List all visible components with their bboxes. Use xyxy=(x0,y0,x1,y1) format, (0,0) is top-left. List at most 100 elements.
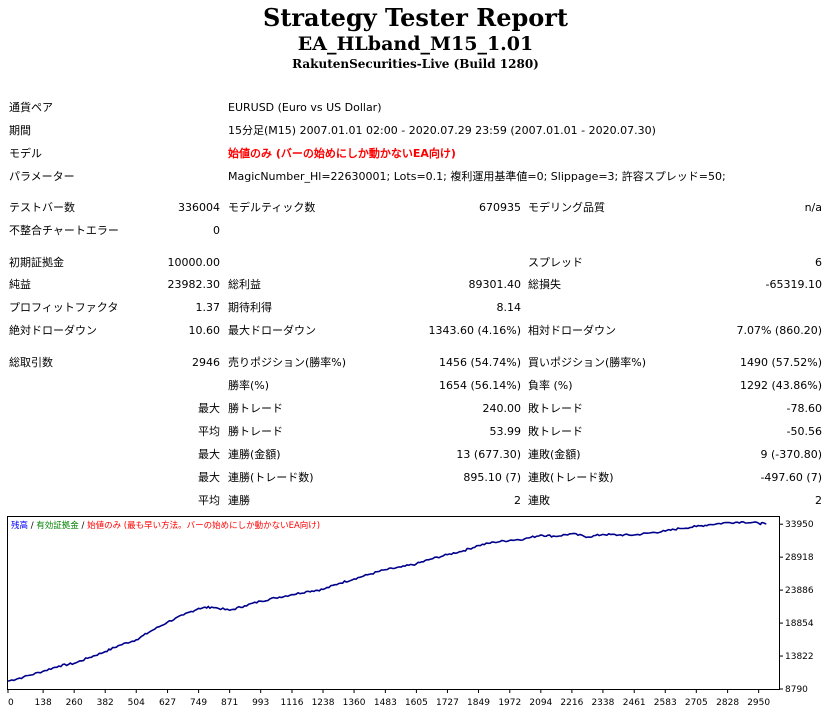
loss-rate-value: 1292 (43.86%) xyxy=(739,379,822,392)
x-tick-label: 2583 xyxy=(654,698,677,708)
period-value: 15分足(M15) 2007.01.01 02:00 - 2020.07.29 … xyxy=(228,124,656,137)
mismatch-value: 0 xyxy=(213,224,220,237)
largest-win-label: 勝トレード xyxy=(228,402,283,415)
avg-cons-win-label: 連勝 xyxy=(228,494,250,507)
x-tick-label: 260 xyxy=(66,698,83,708)
legend-entry-0: 残高 xyxy=(11,520,28,531)
avg-cons-label: 平均 xyxy=(198,494,220,507)
ticks-value: 670935 xyxy=(479,201,521,214)
params-value: MagicNumber_Hl=22630001; Lots=0.1; 複利運用基… xyxy=(228,170,726,183)
total-trades-value: 2946 xyxy=(192,356,220,369)
avg-cons-loss-label: 連敗 xyxy=(528,494,550,507)
quality-label: モデリング品質 xyxy=(528,201,605,214)
bars-label: テストバー数 xyxy=(9,201,75,214)
cons-loss-money-label: 連敗(金額) xyxy=(528,448,581,461)
y-axis: 33950 28918 23886 18854 13822 8790 xyxy=(779,520,814,695)
y-tick-label: 18854 xyxy=(785,619,814,629)
short-positions-label: 売りポジション(勝率%) xyxy=(228,356,347,369)
cons-loss-money-value: 9 (-370.80) xyxy=(760,448,822,461)
relative-drawdown-value: 7.07% (860.20) xyxy=(736,324,822,337)
win-rate-label: 勝率(%) xyxy=(228,379,270,392)
x-tick-label: 1116 xyxy=(281,698,304,708)
ticks-label: モデルティック数 xyxy=(228,201,316,214)
legend-entry-1: 有効証拠金 xyxy=(36,520,79,531)
average-loss-label: 敗トレード xyxy=(528,425,583,438)
x-axis: 0 138 260 382 504 627 749 871 993 1116 1238 1360 148… xyxy=(7,689,770,708)
x-tick-label: 871 xyxy=(221,698,238,708)
gross-profit-label: 総利益 xyxy=(228,278,261,291)
absolute-drawdown-value: 10.60 xyxy=(188,324,221,337)
x-tick-label: 504 xyxy=(128,698,145,708)
symbol-label: 通貨ペア xyxy=(9,101,53,114)
x-tick-label: 2828 xyxy=(716,698,739,708)
chart-legend: 残高 / 有効証拠金 / 始値のみ (最も早い方法。バーの始めにしか動かないEA… xyxy=(11,520,320,531)
params-label: パラメーター xyxy=(9,170,75,183)
report-title: Strategy Tester Report xyxy=(262,3,569,32)
legend-separator: / xyxy=(28,521,36,531)
period-label: 期間 xyxy=(9,124,31,137)
max-cons-count-label: 最大 xyxy=(198,471,220,484)
model-value: 始値のみ (バーの始めにしか動かないEA向け) xyxy=(228,147,456,160)
loss-rate-label: 負率 (%) xyxy=(528,379,573,392)
x-tick-label: 2705 xyxy=(685,698,708,708)
x-tick-label: 1972 xyxy=(498,698,521,708)
max-cons-money-label: 最大 xyxy=(198,448,220,461)
x-tick-label: 1483 xyxy=(374,698,397,708)
cons-win-count-value: 895.10 (7) xyxy=(463,471,521,484)
plot-frame xyxy=(7,516,780,690)
net-profit-label: 純益 xyxy=(9,278,31,291)
server-name: RakutenSecurities-Live (Build 1280) xyxy=(292,57,539,71)
gross-profit-value: 89301.40 xyxy=(468,278,522,291)
net-profit-value: 23982.30 xyxy=(167,278,221,291)
cons-win-money-label: 連勝(金額) xyxy=(228,448,281,461)
cons-win-money-value: 13 (677.30) xyxy=(456,448,521,461)
x-tick-label: 2950 xyxy=(747,698,770,708)
x-tick-label: 2338 xyxy=(591,698,614,708)
max-drawdown-label: 最大ドローダウン xyxy=(228,324,316,337)
mismatch-label: 不整合チャートエラー xyxy=(9,224,119,237)
largest-win-value: 240.00 xyxy=(482,402,522,415)
largest-label: 最大 xyxy=(198,402,220,415)
largest-loss-value: -78.60 xyxy=(786,402,822,415)
avg-cons-loss-value: 2 xyxy=(815,494,822,507)
cons-loss-count-label: 連敗(トレード数) xyxy=(528,471,614,484)
balance-chart: 残高 / 有効証拠金 / 始値のみ (最も早い方法。バーの始めにしか動かないEA… xyxy=(7,516,814,708)
deposit-value: 10000.00 xyxy=(167,256,221,269)
x-tick-label: 2094 xyxy=(529,698,552,708)
legend-entry-2: 始値のみ (最も早い方法。バーの始めにしか動かないEA向け) xyxy=(87,520,320,531)
balance-series-line xyxy=(7,520,767,682)
x-tick-label: 1238 xyxy=(312,698,335,708)
ea-name: EA_HLband_M15_1.01 xyxy=(297,33,534,55)
absolute-drawdown-label: 絶対ドローダウン xyxy=(9,324,97,337)
spread-value: 6 xyxy=(815,256,822,269)
x-tick-label: 749 xyxy=(190,698,207,708)
x-tick-label: 0 xyxy=(8,698,14,708)
quality-value: n/a xyxy=(804,201,822,214)
x-tick-label: 1360 xyxy=(343,698,366,708)
win-rate-value: 1654 (56.14%) xyxy=(438,379,521,392)
y-tick-label: 23886 xyxy=(785,586,814,596)
x-tick-label: 1849 xyxy=(467,698,490,708)
symbol-value: EURUSD (Euro vs US Dollar) xyxy=(228,101,382,114)
x-tick-label: 993 xyxy=(252,698,269,708)
largest-loss-label: 敗トレード xyxy=(528,402,583,415)
average-win-label: 勝トレード xyxy=(228,425,283,438)
legend-separator: / xyxy=(79,521,87,531)
y-tick-label: 33950 xyxy=(785,520,814,530)
x-tick-label: 382 xyxy=(97,698,114,708)
y-tick-label: 13822 xyxy=(785,652,814,662)
y-tick-label: 8790 xyxy=(785,685,808,695)
x-tick-label: 138 xyxy=(35,698,52,708)
x-tick-label: 2216 xyxy=(560,698,583,708)
cons-win-count-label: 連勝(トレード数) xyxy=(228,471,314,484)
cons-loss-count-value: -497.60 (7) xyxy=(760,471,822,484)
short-positions-value: 1456 (54.74%) xyxy=(438,356,521,369)
model-label: モデル xyxy=(9,147,42,160)
gross-loss-label: 総損失 xyxy=(528,278,561,291)
total-trades-label: 総取引数 xyxy=(9,356,53,369)
expected-payoff-label: 期待利得 xyxy=(228,301,272,314)
long-positions-value: 1490 (57.52%) xyxy=(739,356,822,369)
gross-loss-value: -65319.10 xyxy=(765,278,822,291)
x-tick-label: 627 xyxy=(159,698,176,708)
expected-payoff-value: 8.14 xyxy=(496,301,522,314)
